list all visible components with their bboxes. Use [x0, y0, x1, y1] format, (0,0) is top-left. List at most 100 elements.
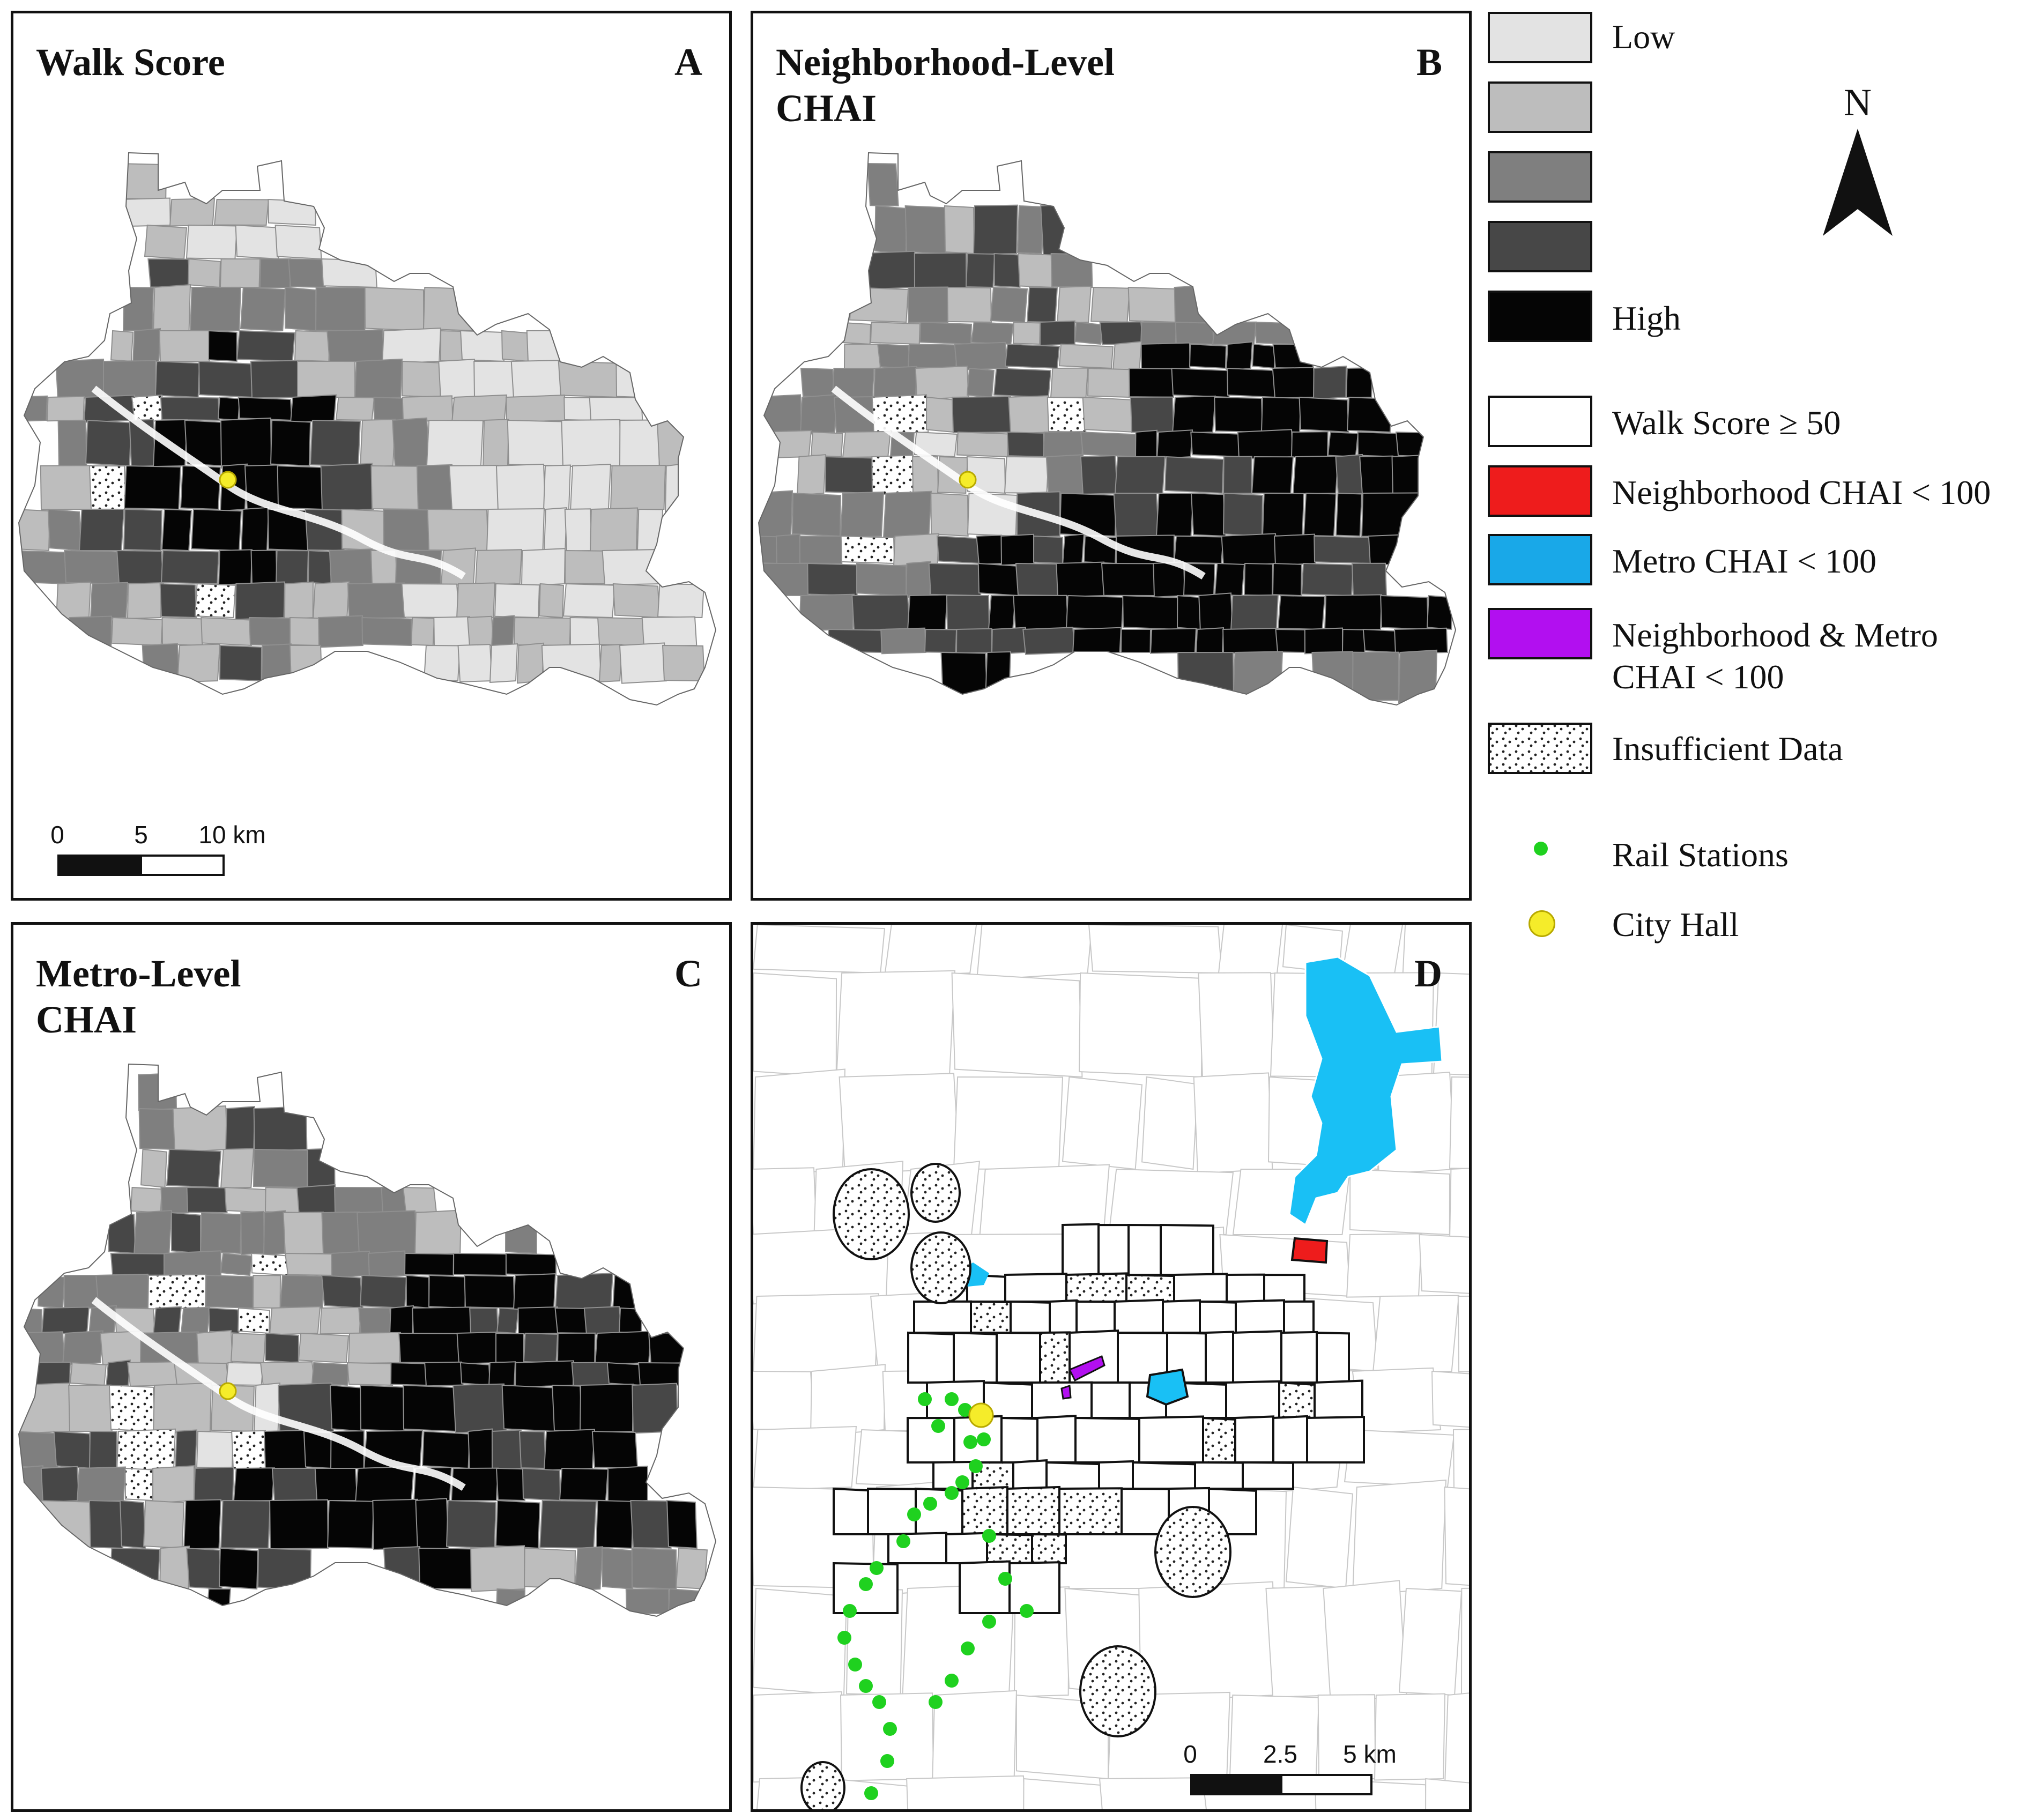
walkscore-tract	[1098, 1460, 1134, 1490]
census-tract	[160, 396, 220, 421]
legend-swatch-metro	[1488, 534, 1592, 585]
walkscore-tract	[970, 1300, 1012, 1334]
rail-station	[955, 1475, 969, 1489]
census-tract	[594, 1331, 652, 1365]
census-tract	[955, 628, 993, 654]
census-tract	[1022, 627, 1076, 655]
census-tract	[161, 508, 192, 552]
census-tract	[561, 419, 622, 467]
rail-station	[883, 1722, 897, 1736]
census-tract	[874, 205, 908, 255]
census-tract	[389, 1305, 414, 1336]
census-tract	[612, 583, 661, 619]
census-tract	[495, 463, 546, 512]
census-tract	[160, 549, 220, 585]
census-tract	[1155, 492, 1194, 537]
metro-chai-area	[1146, 1368, 1189, 1406]
census-tract	[269, 1306, 321, 1335]
walkscore-tract	[1039, 1331, 1071, 1384]
census-tract	[630, 1499, 672, 1549]
census-tract	[307, 549, 332, 585]
census-tract	[574, 1546, 604, 1591]
census-tract	[810, 431, 844, 458]
census-tract	[601, 1547, 634, 1590]
census-tract	[1391, 454, 1442, 496]
census-tract	[1149, 628, 1197, 654]
legend-label-walkscore: Walk Score ≥ 50	[1612, 404, 1841, 442]
census-tract	[261, 643, 292, 683]
census-tract	[236, 330, 296, 362]
census-tract	[489, 643, 518, 683]
census-tract	[19, 1307, 43, 1334]
census-tract	[569, 616, 600, 647]
census-tract	[1311, 651, 1356, 702]
census-tract	[416, 464, 454, 511]
scale-label-end: 10 km	[198, 821, 266, 849]
census-tract	[251, 1252, 289, 1276]
rail-station	[923, 1497, 937, 1511]
rail-station	[907, 1507, 921, 1521]
tract-boundary	[753, 1293, 880, 1375]
census-tract	[19, 1331, 65, 1365]
census-tract	[1056, 561, 1106, 598]
census-tract	[1299, 396, 1349, 433]
census-tract	[510, 360, 564, 399]
census-tract	[664, 463, 689, 512]
census-tract	[224, 1186, 268, 1214]
census-tract	[220, 1148, 255, 1189]
census-tract	[563, 396, 592, 421]
census-tract	[144, 224, 188, 260]
rail-station	[896, 1534, 910, 1548]
census-tract	[1352, 651, 1400, 701]
census-tract	[495, 1467, 526, 1502]
walkscore-tract	[1225, 1380, 1280, 1419]
census-tract	[314, 1467, 358, 1502]
census-tract	[1341, 628, 1366, 653]
census-tract	[1262, 492, 1305, 537]
census-tract	[390, 1362, 427, 1386]
census-tract	[46, 396, 85, 422]
census-tract	[433, 616, 471, 647]
census-tract	[1222, 492, 1264, 537]
census-tract	[877, 343, 911, 369]
tract-boundary	[1460, 1587, 1469, 1697]
census-tract	[237, 1307, 271, 1334]
census-tract	[1260, 396, 1302, 433]
tract-boundary	[753, 1587, 848, 1696]
census-tract	[849, 286, 909, 323]
census-tract	[1004, 456, 1050, 494]
census-tract	[161, 616, 203, 647]
census-tract	[132, 328, 161, 365]
census-tract	[152, 1382, 212, 1435]
metro-boundary	[758, 152, 1457, 706]
census-tract	[1251, 456, 1294, 494]
walkscore-tract	[1194, 1461, 1244, 1490]
walkscore-tract	[1090, 1381, 1131, 1419]
rail-station	[864, 1786, 878, 1800]
river	[831, 385, 1206, 580]
census-tract	[218, 549, 253, 585]
insufficient-data-area	[1079, 1645, 1156, 1737]
tract-boundary	[1431, 1370, 1469, 1428]
census-tract	[452, 1383, 507, 1433]
census-tract	[1303, 492, 1337, 537]
census-tract	[250, 360, 300, 399]
census-tract	[284, 1252, 336, 1276]
census-tract	[90, 582, 129, 620]
census-tract	[1127, 286, 1177, 323]
rail-station	[843, 1604, 857, 1618]
census-tract	[517, 1306, 559, 1335]
legend-swatch-2	[1488, 81, 1592, 133]
census-tract	[641, 616, 698, 647]
census-tract	[871, 455, 914, 495]
census-tract	[329, 1384, 363, 1432]
census-tract	[268, 198, 316, 226]
census-tract	[138, 1072, 177, 1111]
census-tract	[259, 258, 292, 288]
census-tract	[632, 1383, 678, 1434]
census-tract	[147, 258, 191, 288]
rail-station	[998, 1572, 1012, 1586]
census-tract	[1134, 429, 1158, 459]
census-tract	[522, 1467, 561, 1502]
walkscore-cluster	[833, 1223, 1365, 1614]
